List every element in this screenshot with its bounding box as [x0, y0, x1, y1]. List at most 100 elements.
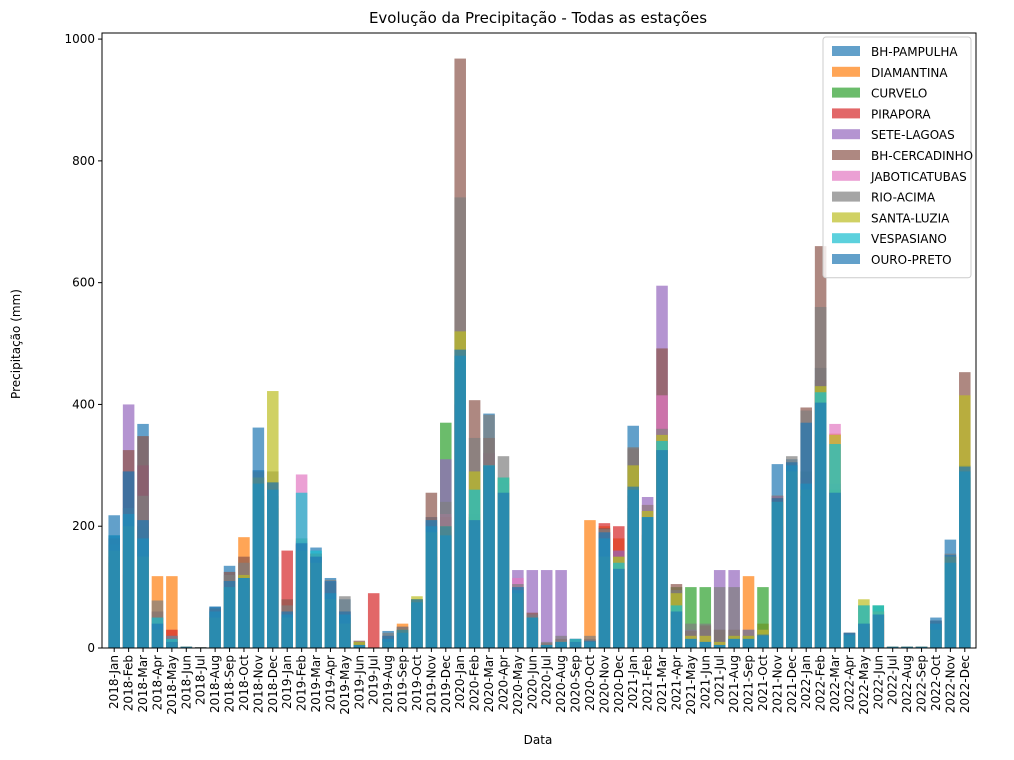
x-tick-label: 2020-May: [511, 655, 525, 715]
bar: [526, 570, 539, 648]
bar: [843, 632, 856, 648]
bar: [814, 402, 827, 648]
bar-series-bh-pampulha: [108, 349, 971, 648]
x-tick-label: 2018-Oct: [237, 655, 251, 711]
bar: [454, 349, 466, 648]
legend-swatch: [832, 87, 860, 98]
bar: [137, 520, 149, 648]
bar: [728, 587, 740, 648]
bar: [757, 587, 769, 648]
x-tick-label: 2019-Feb: [295, 655, 309, 711]
legend-label: VESPASIANO: [871, 232, 947, 246]
bar: [670, 611, 683, 648]
bar: [915, 646, 928, 648]
x-tick-label: 2020-Apr: [496, 655, 510, 710]
legend-swatch: [832, 212, 860, 223]
bar: [483, 465, 495, 648]
x-tick-label: 2020-Jan: [453, 655, 467, 709]
bar: [540, 641, 553, 648]
bar: [742, 638, 755, 648]
x-tick-label: 2020-Aug: [554, 655, 568, 713]
x-tick-label: 2022-Dec: [958, 655, 972, 713]
bar: [685, 587, 697, 648]
x-tick-label: 2022-Jan: [799, 655, 813, 709]
x-tick-label: 2019-Jan: [280, 655, 294, 709]
bar-series-santa-luzia: [108, 331, 971, 648]
bar: [959, 466, 971, 648]
bar: [252, 470, 265, 648]
legend-label: CURVELO: [871, 87, 927, 101]
bar: [569, 641, 582, 648]
x-tick-label: 2022-Oct: [929, 655, 943, 711]
bar: [742, 576, 755, 648]
bar: [627, 486, 639, 648]
bar-series-pirapora: [108, 404, 971, 648]
legend-label: SETE-LAGOAS: [871, 128, 955, 142]
legend-label: RIO-ACIMA: [871, 191, 936, 205]
x-tick-label: 2020-Feb: [468, 655, 482, 711]
bar: [411, 599, 423, 648]
bar: [858, 623, 870, 648]
x-tick-label: 2020-Oct: [583, 655, 597, 711]
y-axis-label: Precipitação (mm): [9, 289, 23, 399]
legend-label: SANTA-LUZIA: [871, 211, 950, 225]
x-tick-label: 2021-Nov: [770, 655, 784, 713]
bar: [166, 576, 178, 648]
bar: [584, 520, 596, 648]
x-tick-label: 2021-May: [684, 655, 698, 715]
x-tick-label: 2021-Sep: [742, 655, 756, 713]
x-tick-label: 2018-May: [165, 655, 179, 715]
x-tick-label: 2020-Jul: [540, 655, 554, 705]
x-tick-label: 2022-Apr: [842, 655, 856, 710]
bar: [526, 617, 539, 648]
bar: [555, 570, 567, 648]
bar: [367, 593, 380, 648]
bar-series-diamantina: [108, 355, 971, 648]
x-tick-label: 2018-Jul: [194, 655, 208, 705]
x-tick-label: 2018-Mar: [136, 655, 150, 713]
x-tick-label: 2020-Jun: [525, 655, 539, 709]
bar: [872, 614, 885, 648]
x-tick-label: 2021-Oct: [756, 655, 770, 711]
bars-layer: [108, 58, 971, 648]
bar: [699, 587, 712, 648]
bar: [339, 611, 351, 648]
y-tick-label: 0: [87, 641, 95, 655]
x-tick-label: 2019-Jul: [367, 655, 381, 705]
x-tick-label: 2022-Aug: [900, 655, 914, 713]
legend-label: BH-CERCADINHO: [871, 149, 973, 163]
x-tick-label: 2020-Sep: [569, 655, 583, 713]
x-tick-label: 2022-Nov: [943, 655, 957, 713]
bar: [267, 482, 279, 648]
legend-label: DIAMANTINA: [871, 66, 948, 80]
x-tick-label: 2021-Jul: [713, 655, 727, 705]
legend-label: PIRAPORA: [871, 107, 931, 121]
bar: [295, 543, 308, 648]
bar-series-vespasiano: [108, 355, 971, 648]
x-tick-label: 2019-Nov: [424, 655, 438, 713]
x-tick-label: 2022-Jun: [871, 655, 885, 709]
bar: [425, 520, 438, 648]
x-tick-label: 2019-May: [338, 655, 352, 715]
x-tick-label: 2018-Sep: [223, 655, 237, 713]
bar: [584, 640, 596, 648]
x-tick-label: 2021-Aug: [727, 655, 741, 713]
bar-series-ouro-preto: [108, 349, 971, 648]
legend-swatch: [832, 233, 860, 244]
x-tick-label: 2019-Apr: [323, 655, 337, 710]
bar-series-curvelo: [108, 361, 971, 648]
legend-swatch: [832, 46, 860, 56]
x-tick-label: 2022-Jul: [886, 655, 900, 705]
x-tick-label: 2019-Oct: [410, 655, 424, 711]
x-tick-label: 2021-Jan: [626, 655, 640, 709]
bar: [180, 646, 193, 648]
bar: [540, 570, 553, 648]
bar: [656, 450, 668, 648]
bar: [800, 422, 812, 648]
bar: [122, 471, 135, 648]
legend-swatch: [832, 150, 860, 160]
legend: BH-PAMPULHA DIAMANTINA CURVELO PIRAPORA SETE…: [822, 36, 973, 279]
x-tick-label: 2021-Mar: [655, 655, 669, 713]
bar: [166, 641, 178, 648]
